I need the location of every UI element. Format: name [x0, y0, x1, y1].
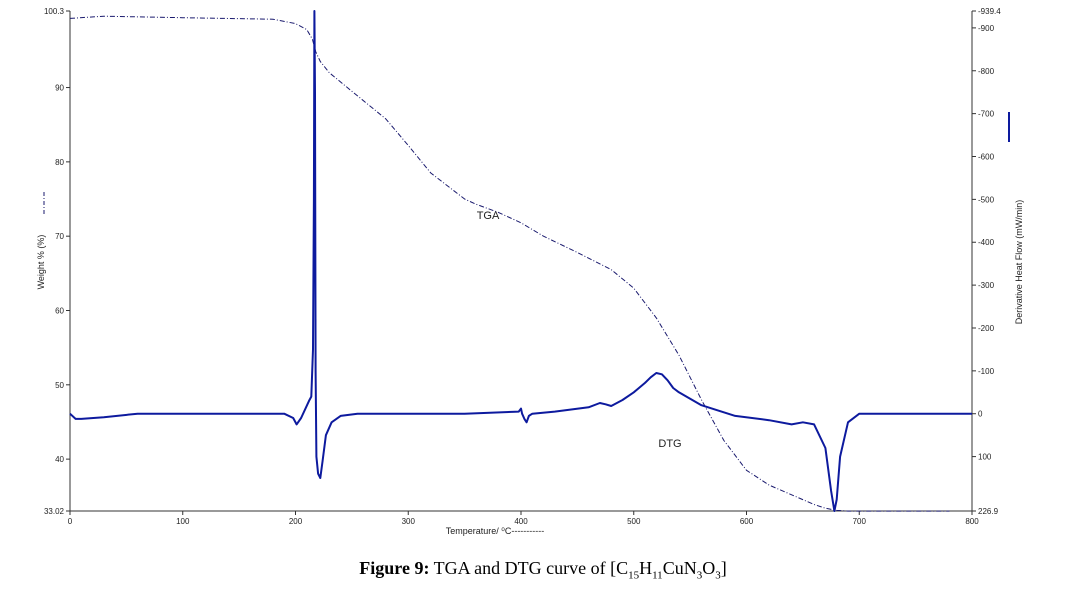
- caption-bracket: ]: [720, 558, 727, 578]
- dtg-series-line: [69, 10, 972, 512]
- x-tick-label: 600: [740, 517, 754, 526]
- y-right-tick-label: -400: [978, 238, 995, 247]
- x-tick-label: 800: [965, 517, 979, 526]
- y-right-tick-label: 0: [978, 410, 983, 419]
- x-tick-label: 300: [402, 517, 416, 526]
- tga-series-line: [69, 15, 950, 512]
- y-left-axis-title: Weight % (%): [36, 235, 46, 290]
- y-left-tick-label: 50: [55, 381, 64, 390]
- caption-sub-11: 11: [652, 569, 663, 582]
- y-right-tick-label: -800: [978, 67, 995, 76]
- tga-dtg-chart: 0 100 200 300 400 500 600 700 800100.39080706050…: [36, 7, 1024, 536]
- caption-sub-15: 15: [628, 569, 640, 582]
- y-right-tick-label: -900: [978, 24, 995, 33]
- dtg-series-label: DTG: [658, 438, 681, 450]
- series-layer: [69, 10, 972, 512]
- caption-sub-3a: 3: [696, 569, 703, 582]
- y-right-tick-label: -700: [978, 110, 995, 119]
- y-right-tick-label: -100: [978, 367, 995, 376]
- y-left-tick-label: 70: [55, 232, 64, 241]
- caption-o: O: [702, 558, 716, 578]
- y-right-tick-label: -600: [978, 153, 995, 162]
- figure-caption: Figure 9: TGA and DTG curve of [C15H11Cu…: [0, 558, 1086, 582]
- y-right-tick-label: -939.4: [978, 7, 1001, 16]
- x-tick-label: 100: [176, 517, 190, 526]
- caption-prefix: Figure 9:: [359, 558, 430, 578]
- x-tick-label: 0: [68, 517, 73, 526]
- y-left-tick-label: 60: [55, 306, 64, 315]
- caption-h: H: [639, 558, 653, 578]
- ticks: 0 100 200 300 400 500 600 700 800100.39080706050…: [44, 7, 1001, 526]
- x-tick-label: 200: [289, 517, 303, 526]
- y-left-tick-label: 80: [55, 158, 64, 167]
- y-left-tick-label: 100.3: [44, 7, 65, 16]
- x-tick-label: 400: [514, 517, 528, 526]
- y-right-tick-label: -200: [978, 324, 995, 333]
- y-left-tick-label: 33.02: [44, 507, 65, 516]
- y-right-axis-title: Derivative Heat Flow (mW/min): [1014, 200, 1024, 325]
- tga-series-label: TGA: [477, 210, 500, 222]
- x-tick-label: 500: [627, 517, 641, 526]
- y-right-tick-label: 226.9: [978, 507, 999, 516]
- y-right-tick-label: 100: [978, 453, 992, 462]
- x-tick-label: 700: [853, 517, 867, 526]
- caption-cun: CuN: [662, 558, 697, 578]
- y-left-tick-label: 40: [55, 455, 64, 464]
- caption-sub-3b: 3: [715, 569, 721, 582]
- axes: [43, 11, 1010, 512]
- y-left-tick-label: 90: [55, 84, 64, 93]
- y-right-tick-label: -500: [978, 195, 995, 204]
- y-right-tick-label: -300: [978, 281, 995, 290]
- x-axis-title: Temperature/ ⁰C-----------: [446, 526, 545, 536]
- caption-text: TGA and DTG curve of [C: [433, 558, 629, 578]
